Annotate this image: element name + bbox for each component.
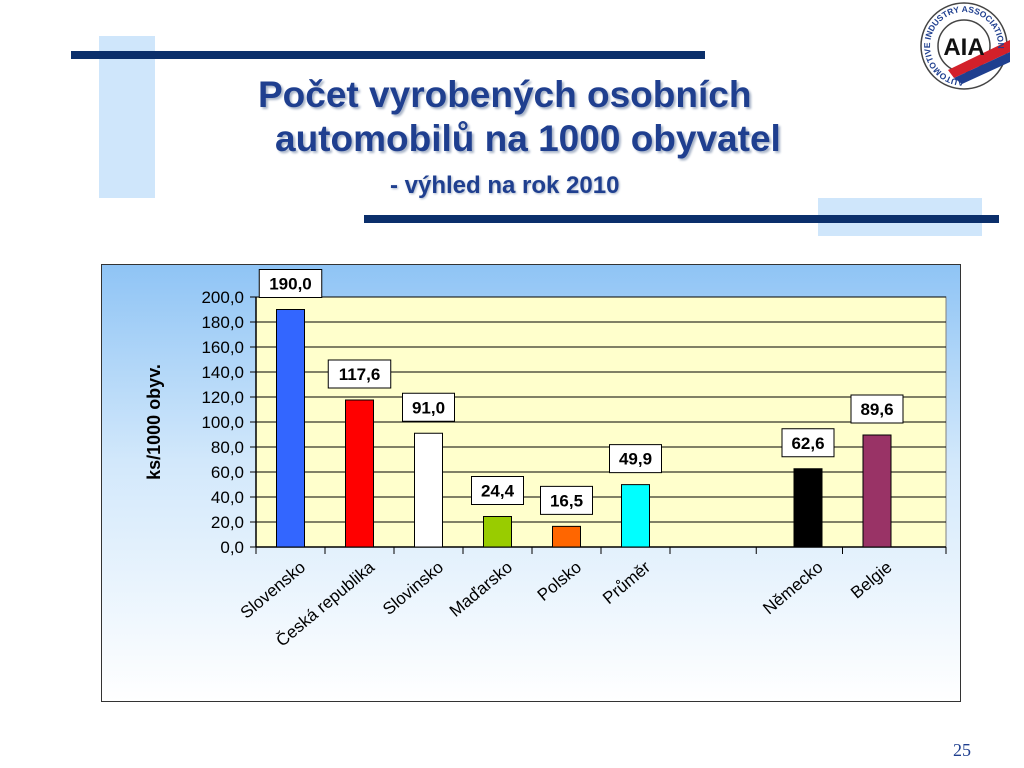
y-tick-label: 20,0: [211, 513, 244, 532]
data-label-7: 62,6: [791, 434, 824, 453]
decor-light-block-left: [99, 36, 155, 198]
data-label-box-5: [609, 444, 662, 474]
data-label-4: 16,5: [550, 491, 583, 510]
slide-title-line1: Počet vyrobených osobních: [258, 74, 752, 115]
x-category-label-4: Polsko: [534, 558, 585, 605]
y-tick-label: 200,0: [201, 288, 244, 307]
bar-2: [414, 432, 443, 548]
bar-0: [276, 309, 305, 548]
y-tick-label: 60,0: [211, 463, 244, 482]
data-label-box-1: [327, 359, 392, 389]
y-tick-label: 160,0: [201, 338, 244, 357]
decor-line-top: [71, 51, 705, 59]
data-label-box-3: [471, 476, 524, 505]
data-label-5: 49,9: [619, 450, 652, 469]
bar-3: [483, 516, 512, 548]
data-label-box-7: [781, 428, 835, 458]
data-label-2: 91,0: [412, 398, 445, 417]
x-category-label-5: Průměr: [599, 557, 654, 608]
data-label-box-0: [258, 269, 323, 298]
x-category-label-8: Belgie: [847, 558, 895, 603]
bar-1: [345, 399, 374, 548]
data-label-1: 117,6: [339, 365, 381, 384]
y-tick-label: 0,0: [220, 538, 244, 557]
slide-subtitle: - výhled na rok 2010: [390, 172, 620, 199]
slide-title-line2: automobilů na 1000 obyvatel: [275, 118, 781, 159]
page-number: 25: [953, 740, 971, 760]
data-label-0: 190,0: [269, 275, 312, 294]
data-label-box-8: [850, 394, 904, 424]
decor-line-bottom: [364, 215, 999, 223]
data-label-8: 89,6: [860, 400, 893, 419]
y-tick-label: 120,0: [201, 388, 244, 407]
data-label-3: 24,4: [481, 482, 515, 501]
y-tick-label: 180,0: [201, 313, 244, 332]
y-tick-label: 40,0: [211, 488, 244, 507]
bar-7: [793, 468, 823, 548]
y-axis-label: ks/1000 obyv.: [144, 364, 164, 480]
x-category-label-7: Německo: [759, 558, 826, 619]
bar-4: [552, 525, 581, 548]
bar-chart: 0,0 20,0 40,0 60,0 80,0 100,0 120,0 140,0 160,0 1…: [144, 269, 947, 650]
bar-5: [621, 484, 650, 548]
x-category-label-0: Slovensko: [237, 558, 309, 623]
bar-8: [862, 434, 892, 548]
aia-logo: AUTOMOTIVE INDUSTRY ASSOCIATION AIA: [920, 2, 1010, 90]
chart-frame: 0,0 20,0 40,0 60,0 80,0 100,0 120,0 140,0 160,0 1…: [101, 264, 961, 702]
y-tick-label: 140,0: [201, 363, 244, 382]
x-category-label-2: Slovinsko: [379, 558, 447, 619]
y-tick-label: 100,0: [201, 413, 244, 432]
data-label-box-4: [540, 485, 593, 515]
x-category-label-3: Maďarsko: [446, 558, 516, 621]
y-tick-label: 80,0: [211, 438, 244, 457]
logo-center-text: AIA: [943, 34, 984, 61]
data-label-box-2: [402, 392, 455, 422]
